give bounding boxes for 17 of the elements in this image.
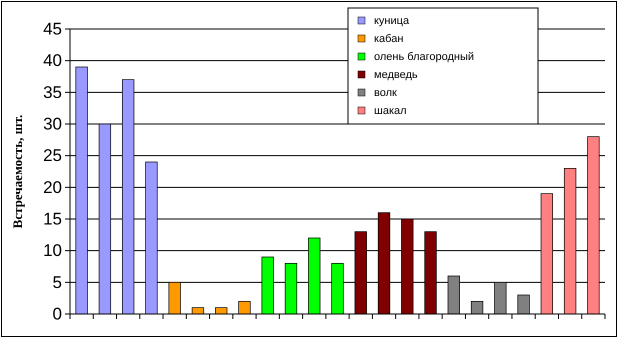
y-tick-label: 45 [43, 19, 62, 38]
y-tick-label: 10 [43, 241, 62, 260]
y-tick-label: 5 [52, 272, 62, 292]
y-tick-label: 30 [43, 114, 62, 134]
y-tick-label: 40 [43, 51, 62, 70]
y-axis-title: Встречаемость, шт. [10, 114, 25, 228]
legend-label: шакал [374, 105, 407, 117]
legend-label: куница [374, 15, 410, 27]
legend-label: медведь [374, 69, 418, 81]
legend-label: олень благородный [374, 51, 474, 63]
y-tick-label: 15 [43, 209, 62, 228]
legend-label: волк [374, 87, 398, 99]
y-tick-label: 25 [43, 146, 62, 166]
y-tick-label: 20 [43, 178, 62, 197]
legend-label: кабан [374, 33, 404, 45]
y-tick-label: 35 [43, 82, 62, 102]
y-tick-label: 0 [52, 304, 62, 324]
